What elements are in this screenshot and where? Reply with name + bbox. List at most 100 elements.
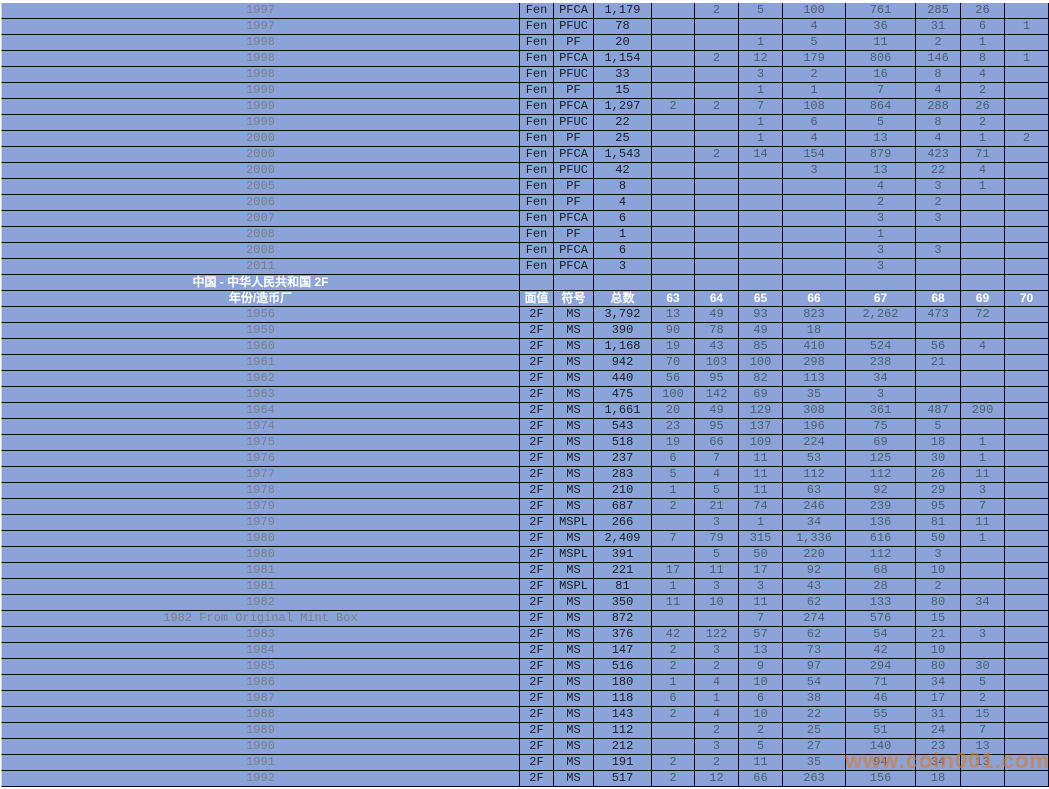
column-header-69: 69: [961, 291, 1005, 307]
year-cell: 2006: [1, 195, 520, 211]
grade-cell-68: 285: [916, 3, 961, 19]
total-cell: 266: [594, 515, 652, 531]
grade-cell-65: 1: [739, 35, 783, 51]
grade-cell-69: 1: [961, 131, 1005, 147]
grade-cell-66: 22: [783, 707, 846, 723]
grade-cell-65: 3: [739, 67, 783, 83]
year-cell: 1964: [1, 403, 520, 419]
grade-cell-68: 423: [916, 147, 961, 163]
grade-cell-64: [695, 243, 739, 259]
grade-cell-67: 75: [846, 419, 916, 435]
grade-cell-67: 36: [846, 19, 916, 35]
grade-cell-64: [695, 67, 739, 83]
grade-cell-69: 7: [961, 723, 1005, 739]
table-row: 1998 Fen PFCA 1,154 2 12 179 806 146 8 1: [1, 51, 1049, 67]
symbol-cell: MS: [554, 739, 594, 755]
grade-cell-63: 5: [652, 467, 695, 483]
table-row: 1990 2F MS 212 3 5 27 140 23 13: [1, 739, 1049, 755]
table-row: 1961 2F MS 942 70 103 100 298 238 21: [1, 355, 1049, 371]
grade-cell-68: [916, 387, 961, 403]
total-cell: 350: [594, 595, 652, 611]
grade-cell-70: [1005, 99, 1049, 115]
year-cell: 1981: [1, 579, 520, 595]
year-cell: 2005: [1, 179, 520, 195]
grade-cell-65: 9: [739, 659, 783, 675]
grade-cell-65: 12: [739, 51, 783, 67]
grade-cell-70: [1005, 179, 1049, 195]
total-cell: 210: [594, 483, 652, 499]
denomination-cell: 2F: [520, 531, 554, 547]
grade-cell-67: 361: [846, 403, 916, 419]
empty-cell: [961, 275, 1005, 291]
grade-cell-64: [695, 611, 739, 627]
grade-cell-69: [961, 771, 1005, 787]
symbol-cell: MS: [554, 371, 594, 387]
grade-cell-66: [783, 243, 846, 259]
grade-cell-64: [695, 115, 739, 131]
grade-cell-66: 25: [783, 723, 846, 739]
grade-cell-68: 3: [916, 179, 961, 195]
grade-cell-65: 100: [739, 355, 783, 371]
table-row: 1992 2F MS 517 2 12 66 263 156 18: [1, 771, 1049, 787]
grade-cell-67: 524: [846, 339, 916, 355]
table-row: 1959 2F MS 390 90 78 49 18: [1, 323, 1049, 339]
grade-cell-63: [652, 547, 695, 563]
grade-cell-69: 1: [961, 435, 1005, 451]
grade-cell-66: 823: [783, 307, 846, 323]
grade-cell-68: [916, 227, 961, 243]
grade-cell-66: [783, 195, 846, 211]
denomination-cell: Fen: [520, 83, 554, 99]
grade-cell-69: 4: [961, 339, 1005, 355]
column-header-67: 67: [846, 291, 916, 307]
table-row: 1999 Fen PFCA 1,297 2 2 7 108 864 288 26: [1, 99, 1049, 115]
year-cell: 1998: [1, 35, 520, 51]
grade-cell-67: 34: [846, 371, 916, 387]
total-cell: 1,543: [594, 147, 652, 163]
symbol-cell: MS: [554, 755, 594, 771]
grade-cell-69: 3: [961, 627, 1005, 643]
grade-cell-69: [961, 227, 1005, 243]
grade-cell-64: 2: [695, 147, 739, 163]
year-cell: 1980: [1, 531, 520, 547]
symbol-cell: MS: [554, 531, 594, 547]
grade-cell-67: 2: [846, 195, 916, 211]
grade-cell-63: 42: [652, 627, 695, 643]
grade-cell-63: [652, 67, 695, 83]
total-cell: 6: [594, 243, 652, 259]
table-row: 1998 Fen PFUC 33 3 2 16 8 4: [1, 67, 1049, 83]
table-row: 1978 2F MS 210 1 5 11 63 92 29 3: [1, 483, 1049, 499]
table-row: 1999 Fen PF 15 1 1 7 4 2: [1, 83, 1049, 99]
grade-cell-70: [1005, 355, 1049, 371]
grade-cell-66: 298: [783, 355, 846, 371]
population-table: 1997 Fen PFCA 1,179 2 5 100 761 285 26 1997 Fen PFUC…: [1, 3, 1049, 787]
grade-cell-70: [1005, 499, 1049, 515]
symbol-cell: MS: [554, 723, 594, 739]
grade-cell-69: [961, 547, 1005, 563]
grade-cell-64: 3: [695, 579, 739, 595]
grade-cell-63: 19: [652, 435, 695, 451]
grade-cell-68: 22: [916, 163, 961, 179]
denomination-cell: 2F: [520, 467, 554, 483]
grade-cell-70: [1005, 339, 1049, 355]
grade-cell-67: 140: [846, 739, 916, 755]
grade-cell-68: 473: [916, 307, 961, 323]
grade-cell-64: 12: [695, 771, 739, 787]
table-row: 1979 2F MSPL 266 3 1 34 136 81 11: [1, 515, 1049, 531]
empty-cell: [652, 275, 695, 291]
denomination-cell: 2F: [520, 611, 554, 627]
grade-cell-63: [652, 723, 695, 739]
grade-cell-65: 10: [739, 707, 783, 723]
year-cell: 1999: [1, 83, 520, 99]
grade-cell-68: 10: [916, 643, 961, 659]
grade-cell-63: [652, 195, 695, 211]
symbol-cell: MS: [554, 675, 594, 691]
grade-cell-68: [916, 323, 961, 339]
grade-cell-63: 70: [652, 355, 695, 371]
denomination-cell: Fen: [520, 115, 554, 131]
grade-cell-63: 1: [652, 579, 695, 595]
symbol-cell: PFUC: [554, 115, 594, 131]
symbol-cell: MS: [554, 339, 594, 355]
grade-cell-63: 6: [652, 691, 695, 707]
total-cell: 440: [594, 371, 652, 387]
grade-cell-66: 5: [783, 35, 846, 51]
